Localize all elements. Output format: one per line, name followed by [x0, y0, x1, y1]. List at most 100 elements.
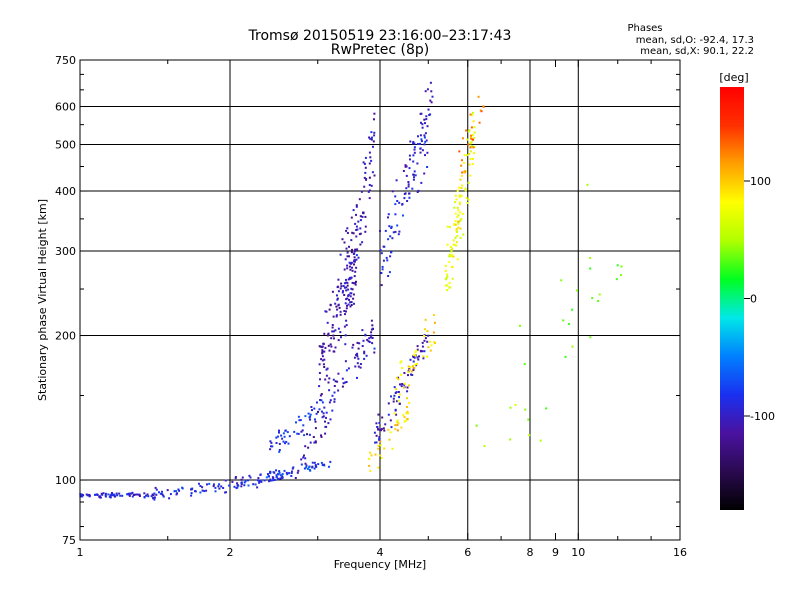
data-point	[427, 108, 430, 111]
data-point	[275, 442, 278, 444]
data-point	[247, 479, 249, 482]
data-point	[373, 351, 376, 354]
data-point	[374, 453, 377, 456]
data-point	[356, 248, 359, 251]
data-point	[409, 358, 412, 361]
data-point	[384, 229, 387, 232]
data-point	[412, 160, 415, 163]
data-point	[278, 431, 280, 434]
data-point	[384, 423, 387, 426]
data-point	[419, 142, 421, 145]
data-point	[459, 219, 462, 222]
colorbar-label: [deg]	[719, 71, 748, 84]
data-point	[369, 336, 372, 339]
data-point	[323, 358, 326, 361]
data-point	[407, 412, 409, 415]
data-point	[248, 474, 251, 477]
data-point	[290, 475, 293, 477]
data-point	[373, 347, 376, 350]
data-point	[278, 471, 281, 474]
data-point	[449, 246, 452, 248]
data-point	[283, 435, 286, 438]
data-point	[458, 150, 461, 153]
data-point	[423, 335, 426, 337]
data-point	[364, 171, 367, 174]
data-point	[421, 149, 424, 152]
x-tick-label: 8	[527, 546, 534, 559]
data-point	[345, 319, 348, 322]
data-point	[395, 388, 398, 390]
data-point	[351, 248, 353, 251]
data-point	[365, 354, 368, 357]
data-point	[329, 343, 332, 346]
phase-info-header: Phases	[627, 23, 662, 34]
data-point	[339, 331, 342, 334]
data-point	[464, 189, 467, 192]
data-point	[199, 491, 202, 494]
data-point	[304, 415, 307, 418]
data-point	[483, 445, 486, 448]
data-point	[424, 140, 427, 143]
data-point	[343, 294, 346, 296]
data-point	[469, 174, 472, 177]
data-point	[471, 114, 474, 117]
data-point	[278, 450, 281, 453]
data-point	[370, 138, 373, 141]
data-point	[380, 457, 383, 460]
data-point	[413, 353, 415, 356]
data-point	[409, 366, 412, 368]
data-point	[381, 268, 384, 271]
data-point	[414, 354, 417, 357]
data-point	[345, 310, 347, 313]
data-point	[322, 412, 325, 415]
data-point	[358, 233, 361, 236]
data-point	[319, 399, 322, 401]
data-point	[343, 282, 346, 285]
data-point	[407, 185, 410, 188]
data-point	[509, 406, 512, 409]
data-point	[445, 277, 448, 280]
data-point	[364, 166, 367, 169]
data-point	[342, 285, 345, 287]
data-point	[244, 480, 247, 483]
data-point	[420, 181, 423, 184]
data-point	[403, 383, 406, 386]
data-point	[355, 229, 358, 231]
data-point	[269, 448, 272, 451]
data-point	[402, 414, 405, 417]
data-point	[205, 489, 208, 492]
data-point	[302, 456, 305, 459]
data-point	[416, 143, 419, 145]
data-point	[356, 228, 359, 231]
data-point	[362, 161, 365, 164]
data-point	[421, 345, 424, 348]
data-point	[401, 383, 404, 385]
data-point	[458, 194, 461, 197]
data-point	[455, 198, 458, 201]
data-point	[134, 493, 137, 496]
data-point	[363, 162, 366, 165]
data-point	[377, 413, 380, 416]
data-point	[398, 396, 400, 399]
data-point	[111, 492, 113, 494]
data-point	[401, 203, 404, 206]
data-point	[354, 283, 357, 286]
data-point	[369, 156, 372, 159]
data-point	[405, 187, 408, 190]
data-point	[331, 290, 334, 293]
data-point	[271, 476, 274, 479]
data-point	[337, 389, 340, 392]
data-point	[539, 439, 542, 442]
data-point	[104, 494, 107, 497]
data-point	[359, 366, 362, 369]
data-point	[304, 445, 307, 448]
data-point	[213, 483, 215, 486]
data-point	[336, 380, 339, 383]
data-point	[236, 486, 239, 489]
data-point	[331, 409, 334, 412]
data-point	[473, 152, 475, 155]
data-point	[349, 305, 352, 308]
data-point	[114, 495, 117, 498]
data-point	[355, 258, 358, 261]
data-point	[469, 158, 472, 161]
